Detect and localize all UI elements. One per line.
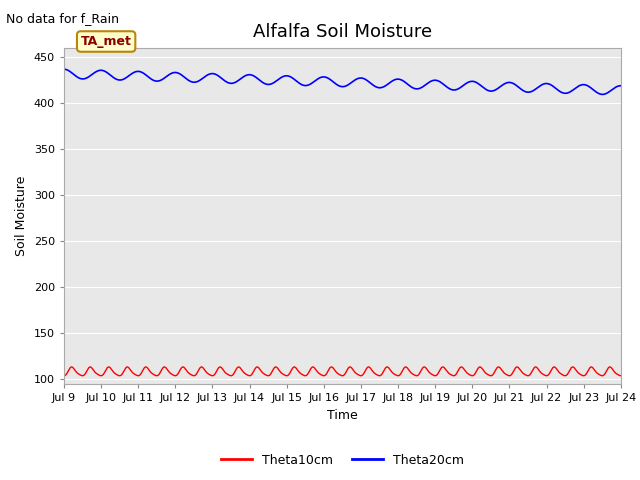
Legend: Theta10cm, Theta20cm: Theta10cm, Theta20cm xyxy=(216,449,469,472)
Text: TA_met: TA_met xyxy=(81,35,132,48)
X-axis label: Time: Time xyxy=(327,408,358,421)
Text: No data for f_Rain: No data for f_Rain xyxy=(6,12,120,25)
Y-axis label: Soil Moisture: Soil Moisture xyxy=(15,176,28,256)
Title: Alfalfa Soil Moisture: Alfalfa Soil Moisture xyxy=(253,23,432,41)
